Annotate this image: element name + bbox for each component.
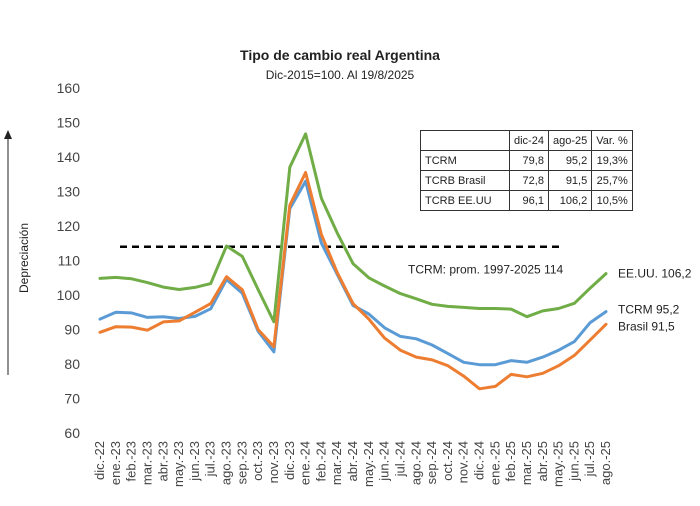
y-tick-label: 150 xyxy=(57,115,81,131)
chart-title: Tipo de cambio real Argentina xyxy=(240,47,440,63)
x-tick-label: mar.-23 xyxy=(139,441,154,485)
series-label-brasil: Brasil 91,5 xyxy=(618,319,675,333)
x-tick-label: sep.-24 xyxy=(424,441,439,484)
table-cell-value: 106,2 xyxy=(547,190,593,211)
series-line-eeuu xyxy=(98,132,608,324)
table-cell-value: 79,8 xyxy=(509,150,549,171)
table-cell-label: TCRB EE.UU xyxy=(420,190,510,211)
x-tick-label: may.-23 xyxy=(171,441,186,487)
y-tick-label: 60 xyxy=(64,425,80,441)
table-header-var: Var. % xyxy=(591,130,633,151)
y-tick-label: 80 xyxy=(64,356,80,372)
x-tick-label: feb.-24 xyxy=(313,441,328,481)
x-tick-label: dic.-22 xyxy=(92,441,107,480)
x-tick-label: dic.-24 xyxy=(472,441,487,480)
x-tick-label: ene.-25 xyxy=(487,441,502,485)
y-axis-label: Depreciación xyxy=(17,223,31,293)
x-tick-label: oct.-24 xyxy=(440,441,455,481)
table-header-row: dic-24 ago-25 Var. % xyxy=(420,130,633,151)
table-header-dic24: dic-24 xyxy=(509,130,549,151)
table-row: TCRB EE.UU 96,1 106,2 10,5% xyxy=(420,190,633,211)
y-tick-label: 70 xyxy=(64,391,80,407)
x-tick-label: jul.-24 xyxy=(392,441,407,477)
y-tick-label: 90 xyxy=(64,322,80,338)
table-header-ago25: ago-25 xyxy=(547,130,593,151)
table-cell-value: 19,3% xyxy=(591,150,633,171)
x-tick-label: abr.-25 xyxy=(535,441,550,481)
y-tick-label: 130 xyxy=(57,184,81,200)
y-tick-label: 120 xyxy=(57,218,81,234)
x-tick-label: nov.-23 xyxy=(266,441,281,483)
table-cell-label: TCRB Brasil xyxy=(420,170,510,191)
y-tick-label: 110 xyxy=(58,253,81,269)
x-tick-label: jun.-25 xyxy=(566,441,581,482)
x-tick-label: nov.-24 xyxy=(456,441,471,483)
series-label-tcrm: TCRM 95,2 xyxy=(618,303,680,317)
chart-subtitle: Dic-2015=100. Al 19/8/2025 xyxy=(266,68,415,82)
x-tick-label: abr.-24 xyxy=(345,441,360,481)
x-tick-label: mar.-25 xyxy=(519,441,534,485)
table-cell-value: 25,7% xyxy=(591,170,633,191)
x-tick-label: ene.-23 xyxy=(108,441,123,485)
x-tick-label: ago.-23 xyxy=(219,441,234,485)
y-axis-arrow-head-icon xyxy=(4,130,12,139)
x-tick-label: jul.-23 xyxy=(203,441,218,477)
table-row: TCRM 79,8 95,2 19,3% xyxy=(420,150,633,171)
x-tick-label: ago.-25 xyxy=(598,441,613,485)
table-cell-label: TCRM xyxy=(420,150,510,171)
x-tick-label: feb.-25 xyxy=(503,441,518,481)
x-tick-label: feb.-23 xyxy=(124,441,139,481)
x-tick-label: sep.-23 xyxy=(234,441,249,484)
reference-line-label: TCRM: prom. 1997-2025 114 xyxy=(408,263,564,277)
x-tick-label: jun.-24 xyxy=(377,441,392,482)
y-tick-label: 140 xyxy=(57,149,81,165)
x-tick-label: jun.-23 xyxy=(187,441,202,482)
summary-table: dic-24 ago-25 Var. % TCRM 79,8 95,2 19,3… xyxy=(420,130,633,211)
series-line-brasil xyxy=(98,171,608,391)
y-tick-label: 100 xyxy=(57,287,81,303)
x-tick-label: ago.-24 xyxy=(408,441,423,485)
x-tick-label: may.-24 xyxy=(361,441,376,487)
table-cell-value: 10,5% xyxy=(591,190,633,211)
x-tick-label: ene.-24 xyxy=(298,441,313,485)
x-tick-label: mar.-24 xyxy=(329,441,344,485)
table-cell-value: 72,8 xyxy=(509,170,549,191)
table-header-empty xyxy=(420,130,510,151)
x-tick-label: dic.-23 xyxy=(282,441,297,480)
x-tick-label: may.-25 xyxy=(551,441,566,487)
x-tick-label: abr.-23 xyxy=(155,441,170,481)
x-tick-label: jul.-25 xyxy=(582,441,597,477)
table-cell-value: 95,2 xyxy=(547,150,593,171)
table-cell-value: 96,1 xyxy=(509,190,549,211)
series-label-eeuu: EE.UU. 106,2 xyxy=(618,267,692,281)
x-tick-label: oct.-23 xyxy=(250,441,265,481)
table-row: TCRB Brasil 72,8 91,5 25,7% xyxy=(420,170,633,191)
y-tick-label: 160 xyxy=(57,80,81,96)
table-cell-value: 91,5 xyxy=(547,170,593,191)
